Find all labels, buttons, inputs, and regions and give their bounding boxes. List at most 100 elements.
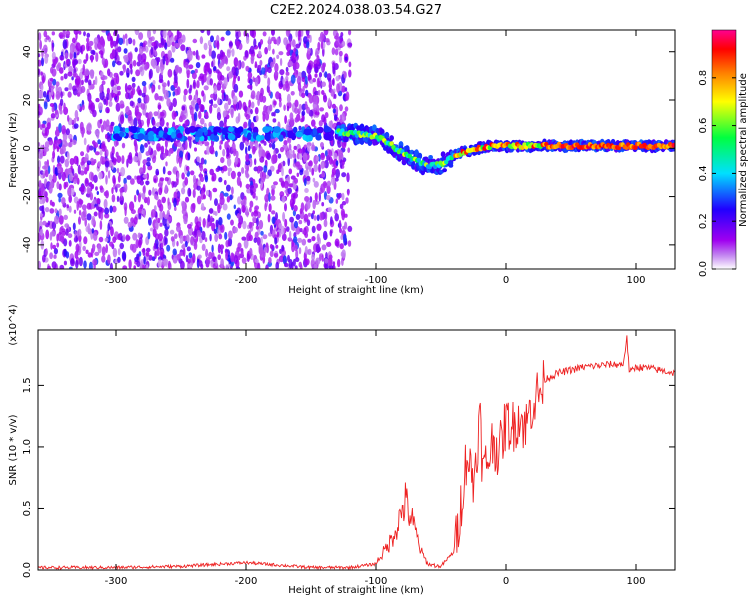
heatmap-cell [50, 87, 54, 96]
y-tick-label: 1.0 [22, 439, 33, 455]
heatmap-cell [299, 228, 303, 233]
heatmap-cell [39, 212, 43, 218]
heatmap-cell [77, 104, 81, 110]
heatmap-cell [220, 36, 225, 42]
heatmap-cell [184, 61, 189, 69]
heatmap-cell [220, 258, 225, 268]
heatmap-cell [328, 254, 333, 260]
heatmap-cell [284, 203, 287, 212]
heatmap-cell [316, 233, 320, 243]
heatmap-cell [230, 108, 234, 119]
heatmap-cell [246, 253, 250, 262]
heatmap-cell [134, 30, 140, 36]
heatmap-cell [249, 247, 253, 257]
heatmap-cell [347, 240, 352, 247]
heatmap-cell [148, 189, 152, 196]
heatmap-cell [59, 98, 64, 107]
heatmap-cell [112, 60, 116, 68]
heatmap-cell [200, 30, 205, 34]
heatmap-cell [236, 213, 241, 219]
heatmap-cell [43, 30, 48, 38]
heatmap-cell [267, 213, 271, 223]
heatmap-cell [86, 144, 90, 153]
heatmap-cell [323, 125, 330, 133]
heatmap-cell [207, 214, 211, 223]
heatmap-cell [124, 82, 128, 93]
heatmap-cell [49, 208, 55, 214]
heatmap-cell [41, 57, 44, 67]
heatmap-cell [116, 85, 121, 91]
heatmap-cell [331, 159, 334, 165]
heatmap-cell [318, 36, 323, 42]
heatmap-cell [85, 53, 89, 62]
heatmap-cell [107, 223, 110, 232]
heatmap-cell [138, 213, 142, 220]
heatmap-cell [282, 84, 286, 91]
heatmap-cell [137, 133, 145, 141]
heatmap-cell [308, 94, 314, 104]
heatmap-cell [84, 217, 87, 227]
heatmap-cell [243, 105, 248, 113]
heatmap-cell [230, 252, 235, 263]
heatmap-cell [101, 30, 107, 33]
heatmap-cell [89, 69, 95, 77]
heatmap-cell [67, 233, 73, 239]
heatmap-cell [59, 67, 64, 74]
heatmap-cell [265, 264, 269, 269]
heatmap-cell [131, 76, 136, 82]
heatmap-cell [200, 104, 205, 113]
heatmap-cell [267, 77, 271, 87]
heatmap-cell [275, 261, 279, 269]
heatmap-cell [287, 187, 293, 194]
heatmap-cell [148, 254, 153, 261]
heatmap-cell [106, 149, 109, 157]
heatmap-cell [121, 251, 127, 261]
heatmap-cell [135, 69, 141, 77]
heatmap-cell [154, 222, 159, 227]
heatmap-cell [39, 90, 44, 99]
heatmap-cell [185, 165, 190, 172]
heatmap-cell [313, 164, 319, 173]
heatmap-cell [152, 59, 157, 69]
heatmap-cell [205, 248, 209, 258]
heatmap-cell [260, 134, 265, 141]
snr-y-ticks: 0.0 0.5 1.0 1.5 [22, 377, 675, 578]
heatmap-cell [176, 225, 181, 233]
heatmap-cell [97, 139, 101, 145]
heatmap-cell [223, 116, 227, 124]
heatmap-cell [231, 66, 237, 76]
heatmap-cell [323, 132, 332, 141]
heatmap-cell [83, 157, 89, 163]
heatmap-cell [208, 48, 212, 57]
heatmap-cell [279, 58, 283, 66]
heatmap-cell [127, 52, 133, 62]
heatmap-cell [44, 169, 49, 178]
heatmap-cell [104, 145, 107, 153]
heatmap-cell [218, 233, 223, 240]
heatmap-cell [269, 250, 274, 258]
heatmap-cell [107, 68, 111, 77]
heatmap-cell [260, 236, 263, 245]
heatmap-cell [249, 206, 252, 213]
heatmap-cell [138, 239, 142, 249]
heatmap-cell [217, 254, 221, 261]
heatmap-cell [215, 150, 218, 157]
heatmap-cell [334, 238, 340, 247]
heatmap-cell [337, 258, 341, 268]
heatmap-cell [155, 65, 160, 74]
heatmap-cell [111, 194, 116, 203]
heatmap-cell [289, 216, 294, 223]
heatmap-cell [245, 153, 250, 163]
heatmap-cell [78, 209, 82, 216]
heatmap-cell [286, 51, 291, 57]
heatmap-cell [174, 64, 180, 74]
heatmap-cell [216, 53, 221, 60]
heatmap-cell [88, 261, 93, 269]
heatmap-cell [152, 187, 155, 196]
heatmap-cell [174, 73, 178, 84]
heatmap-cell [330, 89, 334, 97]
heatmap-cell [106, 87, 110, 95]
heatmap-cell [288, 183, 294, 188]
spectrogram-x-ticks: -300 -200 -100 0 100 [105, 30, 646, 286]
